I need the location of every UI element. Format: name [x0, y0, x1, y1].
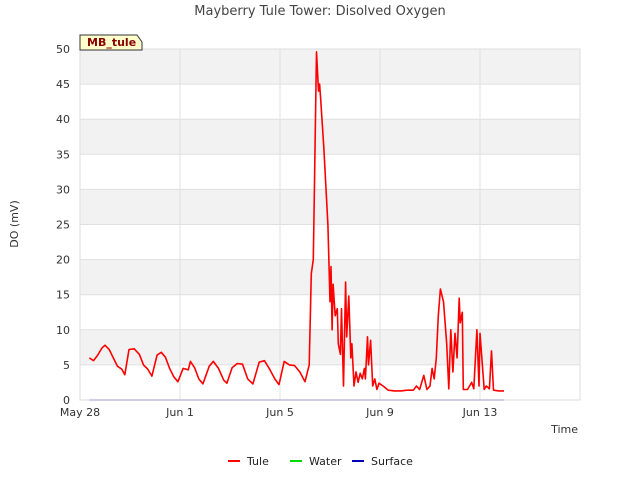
plot-band [80, 84, 580, 120]
y-tick-label: 50 [56, 43, 70, 56]
legend-label: Surface [371, 455, 413, 468]
plot-band [80, 224, 580, 260]
legend-label: Tule [246, 455, 269, 468]
badge-label: MB_tule [87, 36, 136, 49]
legend-item-surface: Surface [352, 455, 413, 468]
legend-item-tule: Tule [228, 455, 269, 468]
plot-band [80, 329, 580, 365]
plot-band [80, 119, 580, 155]
plot-background [80, 49, 580, 400]
plot-frame [79, 48, 581, 401]
series-line-tule [88, 51, 504, 392]
y-tick-label: 35 [56, 148, 70, 161]
plot-band [80, 189, 580, 225]
badge-box [79, 34, 143, 51]
y-tick-label: 5 [63, 359, 70, 372]
y-tick-label: 20 [56, 254, 70, 267]
legend: Tule Water Surface [228, 455, 413, 468]
badge: MB_tule [79, 34, 143, 51]
plot-band [80, 154, 580, 190]
y-axis-label: DO (mV) [8, 200, 21, 247]
plot-band [80, 364, 580, 400]
chart-title: Mayberry Tule Tower: Disolved Oxygen [194, 4, 445, 19]
x-tick-label: May 28 [60, 406, 100, 419]
y-axis-ticks: 0 5 10 15 20 25 30 35 40 45 50 [56, 43, 70, 407]
x-tick-label: Jun 13 [462, 406, 498, 419]
y-tick-label: 0 [63, 394, 70, 407]
y-tick-label: 10 [56, 324, 70, 337]
x-tick-label: Jun 1 [165, 406, 194, 419]
x-tick-label: Jun 5 [265, 406, 294, 419]
x-axis-ticks: May 28 Jun 1 Jun 5 Jun 9 Jun 13 [60, 406, 497, 419]
y-tick-label: 30 [56, 183, 70, 196]
y-tick-label: 15 [56, 289, 70, 302]
legend-label: Water [309, 455, 342, 468]
plot-band [80, 49, 580, 85]
y-tick-label: 40 [56, 113, 70, 126]
x-axis-label: Time [550, 423, 578, 436]
y-tick-label: 45 [56, 78, 70, 91]
y-tick-label: 25 [56, 219, 70, 232]
legend-item-water: Water [290, 455, 342, 468]
x-tick-label: Jun 9 [365, 406, 394, 419]
